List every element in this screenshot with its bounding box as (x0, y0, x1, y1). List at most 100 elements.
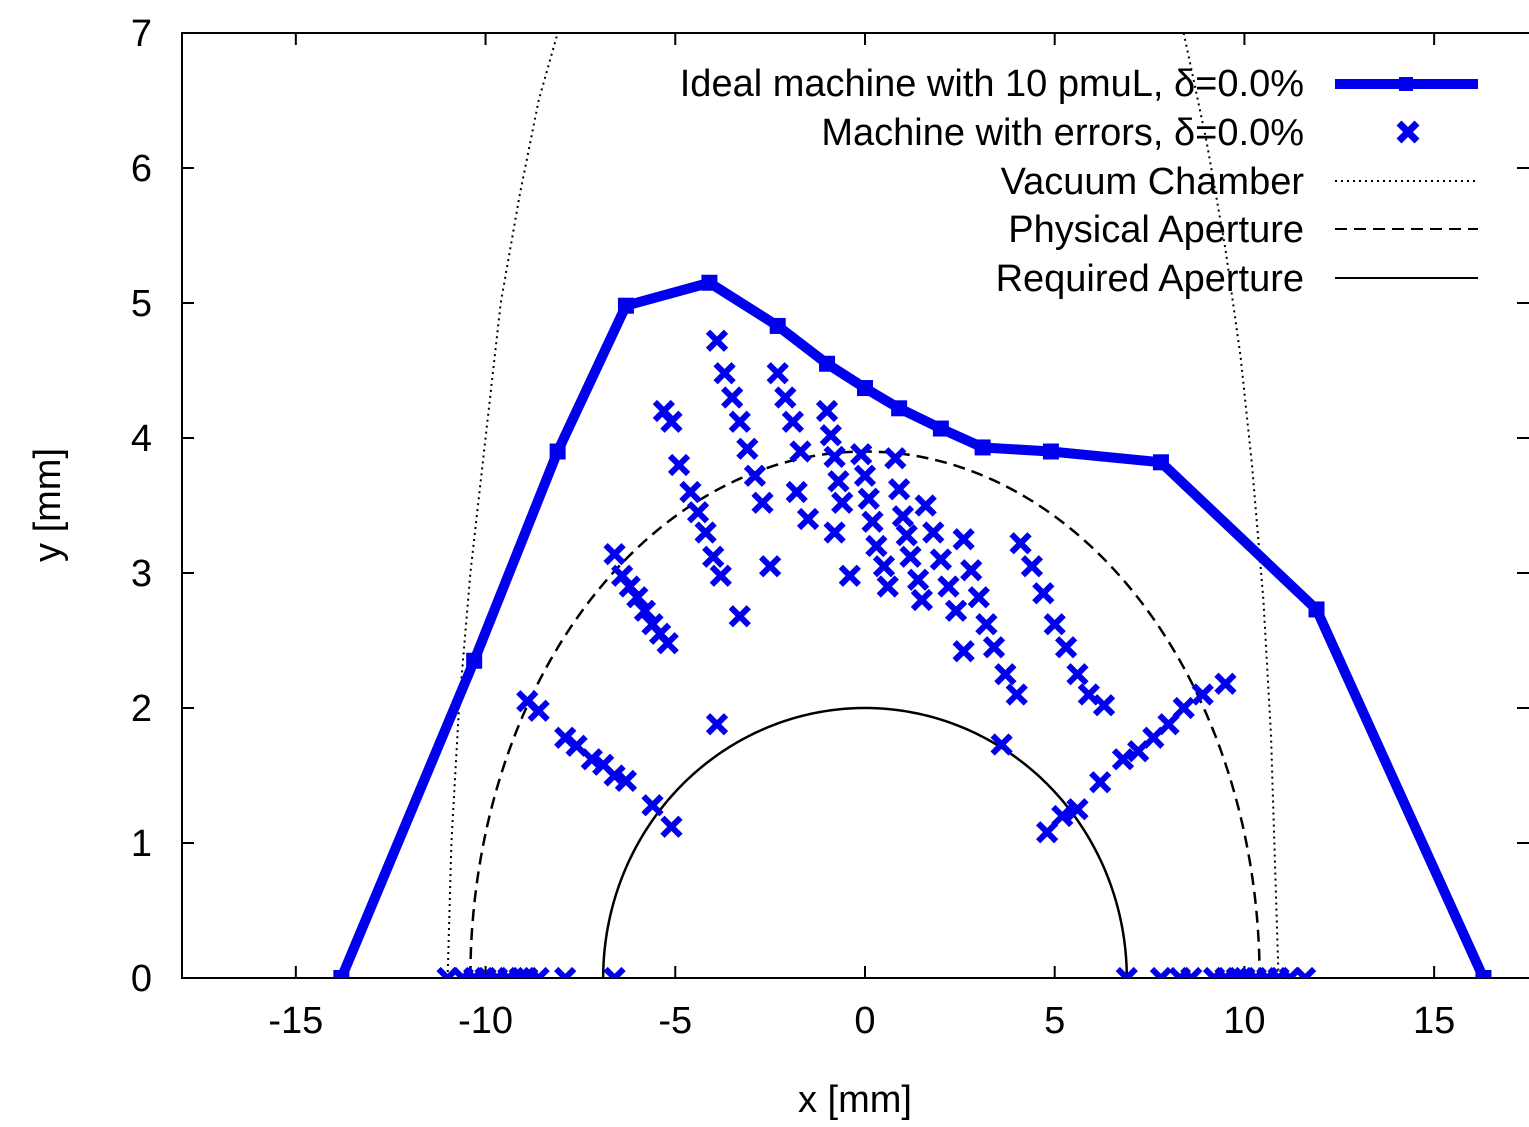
y-tick-label: 6 (131, 148, 152, 190)
error-point (891, 505, 915, 528)
error-point (1149, 966, 1173, 978)
x-tick-label: 15 (1413, 1000, 1455, 1042)
error-point (990, 733, 1013, 756)
legend-label-ideal-machine: Ideal machine with 10 pmuL, δ=0.0% (680, 63, 1304, 105)
error-point (815, 399, 839, 423)
error-point (967, 586, 990, 609)
ideal-machine-point (1308, 601, 1325, 618)
error-point (1066, 663, 1089, 686)
x-tick-label: 10 (1223, 1000, 1265, 1042)
ideal-machine-line (336, 277, 1489, 978)
error-point (1035, 821, 1059, 844)
error-point (709, 564, 732, 587)
error-point (876, 575, 899, 598)
ideal-machine-point (617, 297, 634, 314)
ideal-machine-point (549, 443, 566, 460)
error-point (982, 636, 1006, 659)
y-tick-label: 5 (131, 283, 152, 325)
ideal-machine-point (701, 274, 718, 291)
x-axis-title: x [mm] (798, 1079, 912, 1121)
error-point (1043, 613, 1066, 636)
error-point (899, 545, 922, 568)
x-tick-label: -15 (268, 1000, 323, 1042)
error-point (895, 524, 918, 547)
error-point (929, 548, 952, 571)
legend-point-ideal-machine (1399, 77, 1413, 91)
legend-swatch-machine-with-errors (1396, 120, 1420, 144)
error-point (952, 640, 975, 663)
y-tick-label: 2 (131, 688, 152, 730)
ideal-machine-point (333, 970, 350, 978)
series-layer (333, 33, 1492, 978)
ideal-machine-point (974, 439, 991, 456)
plot-frame (181, 32, 1529, 979)
error-point (975, 613, 998, 636)
error-point (660, 410, 683, 433)
error-point (831, 491, 854, 514)
error-point (823, 521, 846, 544)
error-point (1005, 683, 1028, 706)
error-point (759, 555, 782, 578)
error-point (660, 815, 683, 838)
error-point (1191, 683, 1214, 706)
error-point (819, 424, 842, 447)
error-point (694, 521, 717, 544)
error-point (603, 966, 626, 978)
error-point (827, 470, 850, 493)
x-tick-label: -5 (658, 1000, 692, 1042)
error-point (1077, 683, 1100, 706)
error-point (554, 966, 577, 978)
ideal-machine-point (466, 652, 483, 669)
error-point (865, 534, 888, 558)
ideal-machine-point (856, 380, 873, 397)
ideal-machine-point (769, 317, 786, 334)
error-point (994, 663, 1017, 686)
error-point (853, 464, 877, 487)
y-tick-label: 1 (131, 823, 152, 865)
error-point (667, 453, 691, 477)
error-point (1051, 804, 1074, 828)
error-point (1214, 672, 1237, 695)
error-point (1225, 966, 1248, 978)
error-point (580, 748, 603, 771)
error-point (952, 528, 975, 551)
x-tick-label: -10 (458, 1000, 513, 1042)
error-point (796, 507, 820, 531)
ideal-machine-point (1152, 454, 1169, 471)
error-point (1180, 966, 1203, 978)
error-point (527, 699, 550, 722)
error-point (614, 769, 638, 793)
error-point (861, 510, 884, 533)
error-point (850, 443, 873, 466)
error-point (910, 588, 934, 612)
legend-label-physical-aperture: Physical Aperture (1008, 209, 1304, 251)
error-point (1115, 966, 1138, 978)
error-point (603, 764, 626, 787)
error-point (944, 599, 968, 622)
error-point (1157, 713, 1180, 736)
error-point (679, 480, 702, 504)
error-point (1294, 966, 1317, 978)
error-point (785, 480, 808, 504)
error-point (789, 440, 812, 463)
error-point (736, 437, 759, 460)
error-point (1092, 694, 1116, 717)
error-point (766, 362, 789, 385)
error-point (857, 487, 880, 510)
error-point (721, 386, 744, 409)
ideal-machine-point (819, 355, 836, 372)
error-point (743, 464, 767, 487)
ideal-machine-point (932, 420, 949, 437)
y-tick-label: 0 (131, 958, 152, 1000)
ideal-machine-point (1042, 443, 1059, 460)
y-axis-title: y [mm] (27, 448, 69, 562)
error-point (906, 568, 930, 591)
error-point (838, 564, 861, 587)
legend-label-machine-with-errors: Machine with errors, δ=0.0% (821, 112, 1304, 154)
error-point (603, 542, 626, 566)
error-point (1111, 748, 1135, 771)
vacuum-chamber-left (446, 33, 559, 978)
error-point (686, 501, 710, 524)
error-point (1032, 582, 1055, 605)
